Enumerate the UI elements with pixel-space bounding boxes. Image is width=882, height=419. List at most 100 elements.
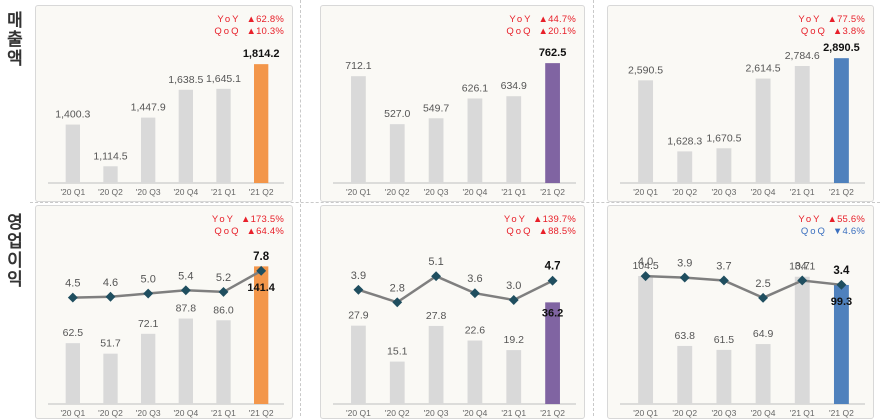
badge-value: 64.4% <box>256 226 284 237</box>
bar-2 <box>677 345 693 404</box>
tick-label-5: '21 Q1 <box>501 408 526 418</box>
tick-label-1: '20 Q1 <box>633 408 658 418</box>
tick-label-2: '20 Q2 <box>385 408 410 418</box>
bar-3 <box>141 117 156 183</box>
data-label-3: 1,670.5 <box>706 132 741 144</box>
line-label-4: 5.4 <box>178 270 193 282</box>
data-label-1: 712.1 <box>345 60 371 72</box>
bar-3 <box>428 118 444 183</box>
column-divider-1 <box>300 0 301 416</box>
bar-4 <box>755 344 771 404</box>
triangle-up-icon: ▲ <box>827 214 838 225</box>
badge-label: QoQ <box>214 26 241 37</box>
bar-1 <box>351 76 366 183</box>
data-label-6: 2,890.5 <box>823 42 860 54</box>
line-marker-4 <box>469 288 480 299</box>
data-label-5: 1,645.1 <box>206 73 241 85</box>
panel-revenue-3: '20 Q1 '20 Q2 '20 Q3 '20 Q4 '21 Q1 '21 Q2 2,59… <box>607 5 874 202</box>
badge-label: QoQ <box>800 226 827 237</box>
line-label-3: 5.1 <box>428 256 443 268</box>
line-label-2: 2.8 <box>390 282 405 294</box>
tick-label-1: '20 Q1 <box>60 187 85 197</box>
badge-yoy: YoY ▲139.7% <box>504 214 576 226</box>
panel-profit-1: '20 Q1 '20 Q2 '20 Q3 '20 Q4 '21 Q1 '21 Q2 4.5 4… <box>35 205 293 419</box>
margin-line <box>358 274 554 304</box>
line-label-2: 4.6 <box>103 277 118 289</box>
badge-value: 10.3% <box>256 26 284 37</box>
chart-2: '20 Q1 '20 Q2 '20 Q3 '20 Q4 '21 Q1 '21 Q2 712.… <box>333 47 576 197</box>
bar-2 <box>389 124 405 183</box>
data-label-4: 2,614.5 <box>746 63 781 75</box>
data-label-2: 527.0 <box>384 108 410 120</box>
data-label-6: 762.5 <box>539 47 567 59</box>
bar-6 <box>833 58 849 184</box>
bar-4 <box>467 340 483 404</box>
data-label-1: 1,400.3 <box>55 109 90 121</box>
tick-label-3: '20 Q3 <box>424 408 449 418</box>
line-label-5: 3.7 <box>795 260 810 272</box>
bar-5 <box>506 350 522 404</box>
badge-qoq: QoQ ▲64.4% <box>212 226 284 238</box>
line-label-6: 4.7 <box>545 261 561 273</box>
badge-value: 173.5% <box>250 214 284 225</box>
data-label-4: 626.1 <box>462 82 488 94</box>
data-label-2: 1,628.3 <box>667 135 702 147</box>
badge-block: YoY ▲62.8% QoQ ▲10.3% <box>214 14 284 38</box>
badge-value: 20.1% <box>548 26 576 37</box>
line-marker-3 <box>143 288 154 299</box>
margin-line <box>645 274 842 300</box>
data-label-3: 27.8 <box>426 310 447 322</box>
bar-6 <box>254 266 269 404</box>
data-label-6: 1,814.2 <box>243 48 280 60</box>
bar-2 <box>389 361 405 404</box>
tick-label-4: '20 Q4 <box>463 408 488 418</box>
tick-label-2: '20 Q2 <box>98 187 123 197</box>
triangle-up-icon: ▲ <box>532 214 543 225</box>
line-label-2: 3.9 <box>677 258 692 270</box>
badge-block: YoY ▲173.5% QoQ ▲64.4% <box>212 214 284 238</box>
data-label-3: 549.7 <box>423 102 449 114</box>
badge-value: 44.7% <box>548 14 576 25</box>
badge-block: YoY ▲44.7% QoQ ▲20.1% <box>506 14 576 38</box>
data-label-4: 22.6 <box>465 325 486 337</box>
triangle-up-icon: ▲ <box>246 226 257 237</box>
tick-label-6: '21 Q2 <box>249 187 274 197</box>
column-divider-2 <box>593 0 594 416</box>
bar-5 <box>216 88 231 183</box>
badge-qoq: QoQ ▼4.6% <box>798 226 865 238</box>
chart-3: '20 Q1 '20 Q2 '20 Q3 '20 Q4 '21 Q1 '21 Q2 2,59… <box>620 42 865 197</box>
tick-label-1: '20 Q1 <box>346 408 371 418</box>
tick-label-6: '21 Q2 <box>540 408 565 418</box>
chart-5: '20 Q1 '20 Q2 '20 Q3 '20 Q4 '21 Q1 '21 Q2 3.9 2… <box>333 256 576 418</box>
tick-label-5: '21 Q1 <box>501 187 526 197</box>
tick-label-4: '20 Q4 <box>751 408 776 418</box>
line-label-5: 3.0 <box>506 280 521 292</box>
line-marker-3 <box>431 271 442 282</box>
tick-label-4: '20 Q4 <box>463 187 488 197</box>
bar-5 <box>506 96 522 183</box>
tick-label-2: '20 Q2 <box>672 187 697 197</box>
line-marker-5 <box>797 275 808 286</box>
data-label-1: 27.9 <box>348 310 369 322</box>
row-label-revenue: 매출액 <box>7 11 23 69</box>
badge-label: YoY <box>211 214 235 225</box>
triangle-up-icon: ▲ <box>827 14 838 25</box>
tick-label-1: '20 Q1 <box>633 187 658 197</box>
line-marker-3 <box>718 275 729 286</box>
data-label-4: 1,638.5 <box>168 74 203 86</box>
badge-value: 62.8% <box>256 14 284 25</box>
bar-5 <box>794 276 810 404</box>
tick-label-5: '21 Q1 <box>211 187 236 197</box>
badge-yoy: YoY ▲77.5% <box>798 14 865 26</box>
badge-value: 4.6% <box>842 226 865 237</box>
triangle-up-icon: ▲ <box>240 214 251 225</box>
triangle-up-icon: ▲ <box>538 26 549 37</box>
bar-2 <box>103 166 118 183</box>
line-marker-1 <box>353 284 364 295</box>
badge-value: 77.5% <box>837 14 865 25</box>
bar-3 <box>428 325 444 404</box>
tick-label-1: '20 Q1 <box>60 408 85 418</box>
badge-label: YoY <box>509 14 533 25</box>
tick-label-4: '20 Q4 <box>173 408 198 418</box>
data-label-4: 87.8 <box>176 303 197 315</box>
